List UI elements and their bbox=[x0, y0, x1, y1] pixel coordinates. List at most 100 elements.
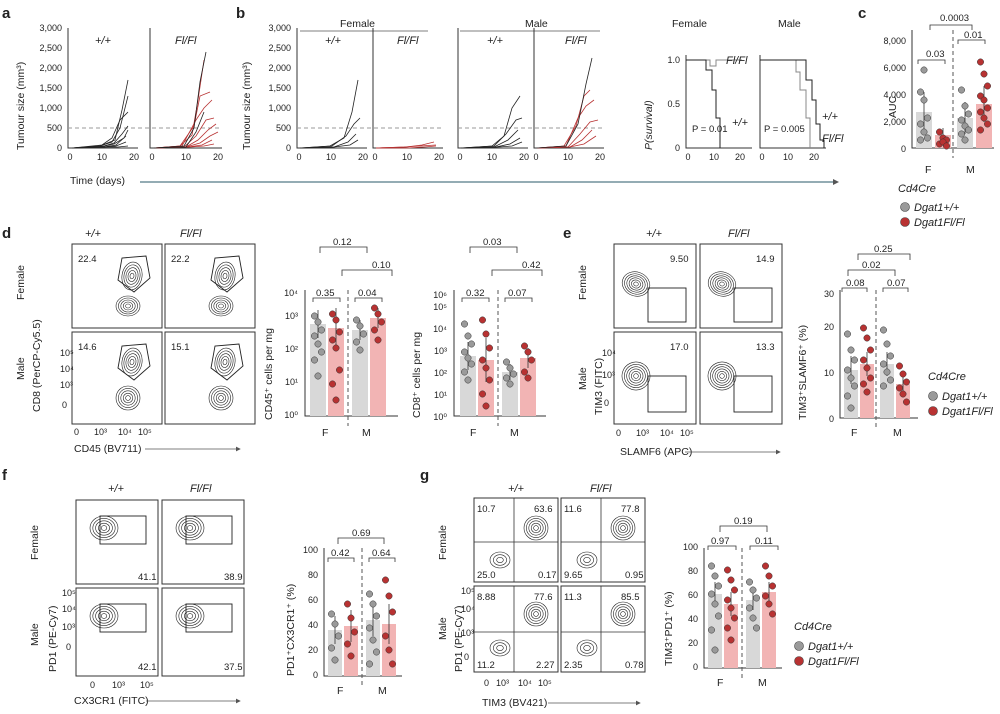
c-x-f: F bbox=[925, 164, 931, 176]
g-yticks: 0 20 40 60 80 100 bbox=[683, 542, 698, 672]
e-wt: +/+ bbox=[646, 228, 662, 240]
b-xtick-2: 10 bbox=[326, 152, 336, 162]
c-plot-dot-2-1 bbox=[961, 102, 969, 110]
c-plot-dot-0-1 bbox=[920, 96, 928, 104]
f-plot-bar-0 bbox=[328, 630, 342, 676]
e-plot-dot-3-5 bbox=[903, 398, 910, 406]
d-cd45-yt0: 10⁰ bbox=[284, 410, 298, 420]
surv-xtick-3: 20 bbox=[735, 152, 745, 162]
panel-label-a: a bbox=[2, 5, 11, 22]
d-contours-contour-7-2 bbox=[213, 390, 229, 406]
d-cd45-plot-dot-2-1 bbox=[356, 322, 364, 330]
e-contours-contour-2-4 bbox=[631, 371, 641, 381]
e-flow-contours bbox=[621, 271, 737, 391]
f-contours-contour-0-4 bbox=[100, 525, 108, 531]
b-ytick-3000: 3,000 bbox=[268, 23, 291, 33]
d-cd8-p2: 0.32 bbox=[466, 288, 485, 299]
e-plot-dot-0-0 bbox=[844, 330, 851, 338]
f-ylabel: PD1⁺CX3CR1⁺ (%) bbox=[285, 584, 297, 676]
d-cd8-yt1: 10¹ bbox=[434, 390, 447, 400]
panel-label-g: g bbox=[420, 467, 429, 484]
f-gate-0: 41.1 bbox=[138, 572, 157, 583]
c-plot-dot-3-7 bbox=[980, 114, 988, 122]
g-plot-dot-1-6 bbox=[724, 624, 731, 632]
g-plot-bar-2 bbox=[746, 600, 760, 668]
g-contours-contour-7-0 bbox=[576, 639, 598, 657]
c-plot-dot-2-5 bbox=[965, 126, 972, 134]
g-contours-contour-4-0 bbox=[523, 601, 549, 627]
b-xtick-8: 10 bbox=[487, 152, 497, 162]
e-contours-contour-1-2 bbox=[712, 275, 732, 293]
panel-label-c: c bbox=[858, 5, 866, 22]
g-flow-ticks: 10⁵ 10⁴ 10³ 0 0 10³ 10⁴ 10⁵ bbox=[461, 586, 552, 688]
d-contours-contour-4-1 bbox=[123, 350, 141, 374]
f-yt1: 20 bbox=[308, 645, 318, 655]
g-contours-contour-6-3 bbox=[617, 608, 629, 620]
d-cd8-plot-dot-1-6 bbox=[479, 390, 486, 398]
f-contours-contour-3-1 bbox=[178, 606, 202, 626]
g-female: Female bbox=[437, 525, 449, 560]
c-ytick-2000: 2,000 bbox=[883, 117, 906, 127]
d-cd45-plot-dot-2-2 bbox=[360, 330, 367, 338]
e-contours-contour-0-2 bbox=[626, 275, 646, 293]
g-q32: 2.35 bbox=[564, 660, 583, 671]
g-contours-contour-2-3 bbox=[617, 522, 629, 534]
f-flow-contours bbox=[89, 515, 205, 629]
f-ft-y1: 10⁴ bbox=[62, 604, 76, 614]
d-contours-contour-0-2 bbox=[125, 267, 139, 285]
g-q11: 77.8 bbox=[621, 504, 640, 515]
g-contours-contour-0-3 bbox=[530, 522, 542, 534]
g-q31: 85.5 bbox=[621, 592, 640, 603]
d-contours-contour-7-3 bbox=[215, 392, 227, 404]
d-ft-y0: 10⁵ bbox=[60, 348, 74, 358]
a-wt-curves bbox=[71, 79, 129, 149]
d-contours-contour-2-1 bbox=[216, 264, 234, 288]
c-plot-dot-0-4 bbox=[920, 128, 928, 136]
f-contours-contour-2-3 bbox=[98, 610, 110, 622]
c-ytick-4000: 4,000 bbox=[883, 90, 906, 100]
b-axes bbox=[296, 28, 604, 149]
a-xtick-20a: 20 bbox=[129, 152, 139, 162]
b-f-fl-curves bbox=[375, 141, 437, 149]
e-ft-y2: 10³ bbox=[602, 370, 615, 380]
b-m-fl-curves bbox=[536, 89, 599, 149]
d-contours-contour-2-2 bbox=[218, 267, 232, 285]
c-ylabel: AUC bbox=[887, 95, 899, 118]
g-legend-fl: Dgat1Fl/Fl bbox=[808, 656, 859, 668]
surv-axes bbox=[685, 55, 826, 149]
g-plot-dot-1-1 bbox=[727, 576, 735, 584]
d-cd8-p1: 0.42 bbox=[522, 260, 541, 271]
d-cd8-plot-dot-1-5 bbox=[486, 376, 493, 384]
d-contours-contour-2-0 bbox=[214, 261, 236, 291]
f-ft-y0: 10⁵ bbox=[62, 588, 76, 598]
g-brackets bbox=[707, 525, 779, 550]
g-contours-contour-2-4 bbox=[620, 525, 626, 531]
d-contours-contour-4-0 bbox=[121, 347, 143, 377]
c-plot-dot-3-4 bbox=[980, 96, 988, 104]
g-q20: 8.88 bbox=[477, 592, 496, 603]
surv-female-header: Female bbox=[672, 18, 707, 30]
g-plot-bar-0 bbox=[708, 594, 722, 668]
g-plot-dot-0-2 bbox=[715, 582, 722, 590]
a-xtick-20b: 20 bbox=[213, 152, 223, 162]
surv-f-fl: Fl/Fl bbox=[726, 55, 748, 67]
e-fl: Fl/Fl bbox=[728, 228, 750, 240]
d-contours-contour-6-3 bbox=[220, 356, 230, 368]
e-contours-contour-1-1 bbox=[710, 273, 734, 295]
e-plot-dot-1-4 bbox=[863, 364, 871, 372]
b-xtick-7: 0 bbox=[457, 152, 462, 162]
e-plot-dot-2-5 bbox=[887, 376, 894, 384]
d-ft-x2: 10⁴ bbox=[118, 427, 132, 437]
d-cd8-plot-bar-2 bbox=[502, 372, 518, 416]
f-contours-contour-2-4 bbox=[100, 613, 108, 619]
b-xtick-10: 0 bbox=[533, 152, 538, 162]
b-xtick-9: 20 bbox=[519, 152, 529, 162]
c-plot-dot-3-9 bbox=[977, 126, 984, 134]
e-plot-dot-1-3 bbox=[860, 356, 867, 364]
d-cd45-yt4: 10⁴ bbox=[284, 288, 298, 298]
g-legend-wt: Dgat1+/+ bbox=[808, 641, 854, 653]
d-cd45-p3: 0.04 bbox=[358, 288, 377, 299]
g-plot-dot-1-7 bbox=[727, 636, 735, 644]
e-p2: 0.08 bbox=[846, 278, 865, 289]
g-plot-dot-2-5 bbox=[753, 624, 760, 632]
